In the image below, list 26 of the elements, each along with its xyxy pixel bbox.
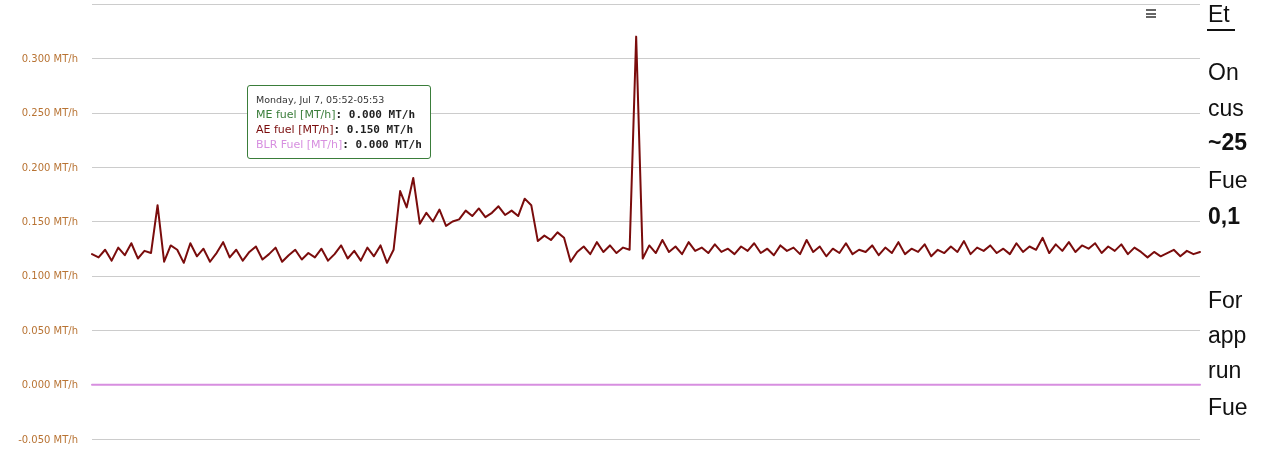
y-tick-label: 0.150 MT/h — [21, 216, 78, 227]
line-series — [91, 35, 1201, 264]
text: Et — [1208, 0, 1231, 27]
y-tick-label: 0.050 MT/h — [21, 324, 78, 336]
text: BLR Fuel [MT/h] — [256, 138, 343, 151]
annotation: : 0.000 MT/h — [342, 138, 422, 151]
text: AE fuel [MT/h] — [256, 123, 334, 136]
text: Fue — [1208, 166, 1248, 193]
text: app — [1208, 321, 1247, 348]
text: ~25 — [1208, 128, 1248, 155]
annotation: : 0.000 MT/h — [335, 108, 416, 121]
annotation: : 0.150 MT/h — [333, 123, 414, 136]
annotation: Monday, Jul 7, 05:52-05:53 — [256, 93, 386, 107]
text: For — [1208, 286, 1243, 313]
y-tick-label: 0.100 MT/h — [21, 270, 78, 282]
y-tick-label: 0.300 MT/h — [21, 52, 78, 64]
text: cus — [1208, 94, 1244, 121]
text: 0,1 — [1208, 202, 1241, 229]
text: run — [1208, 356, 1242, 383]
legend-label: ME fuel [MT/h] — [256, 108, 336, 121]
y-tick-label: 0.200 MT/h — [21, 161, 78, 173]
y-tick-label: 0.250 MT/h — [21, 107, 78, 119]
y-tick-label: 0.000 MT/h — [21, 379, 78, 391]
text: Fue — [1208, 393, 1248, 420]
y-tick-label: -0.050 MT/h — [18, 433, 78, 445]
text: On — [1208, 58, 1239, 85]
